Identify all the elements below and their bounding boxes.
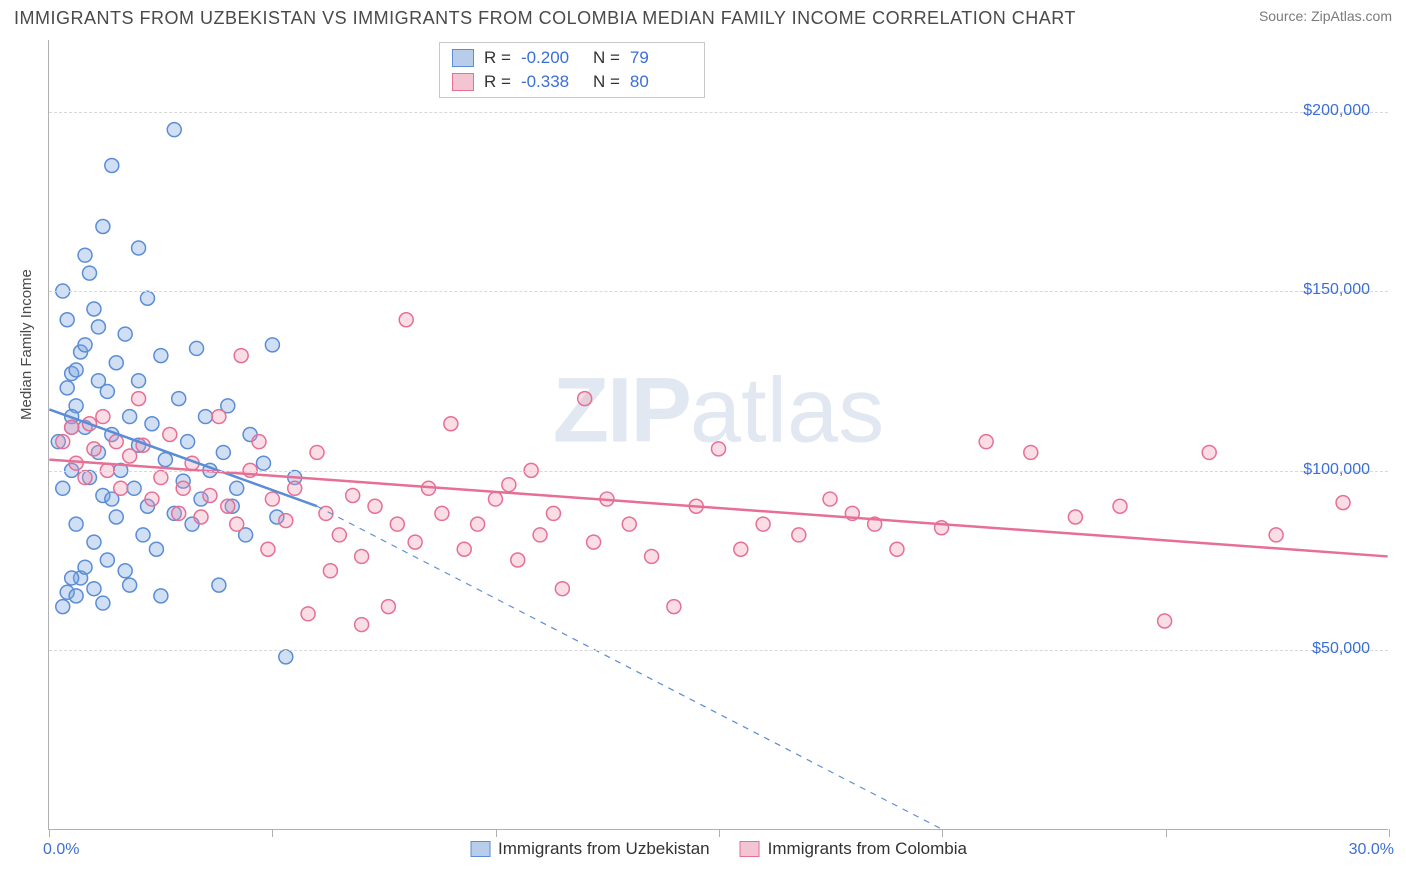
gridline — [49, 291, 1388, 292]
source-label: Source: — [1259, 8, 1311, 24]
x-axis-max-label: 30.0% — [1349, 841, 1394, 859]
scatter-plot-svg — [49, 40, 1388, 829]
y-tick-label: $100,000 — [1303, 461, 1370, 479]
legend-row-uzbekistan: R = -0.200 N = 79 — [452, 46, 692, 70]
correlation-legend: R = -0.200 N = 79 R = -0.338 N = 80 — [439, 42, 705, 98]
r-label: R = — [484, 72, 511, 92]
chart-title: IMMIGRANTS FROM UZBEKISTAN VS IMMIGRANTS… — [14, 8, 1076, 29]
gridline — [49, 112, 1388, 113]
series-name-colombia: Immigrants from Colombia — [768, 839, 967, 859]
y-tick-label: $200,000 — [1303, 102, 1370, 120]
n-label: N = — [593, 48, 620, 68]
y-tick-label: $50,000 — [1312, 640, 1370, 658]
swatch-colombia — [740, 841, 760, 857]
swatch-uzbekistan — [470, 841, 490, 857]
source-value: ZipAtlas.com — [1311, 8, 1392, 24]
x-tick — [1389, 829, 1390, 837]
n-value-colombia: 80 — [630, 72, 692, 92]
swatch-uzbekistan — [452, 49, 474, 67]
n-label: N = — [593, 72, 620, 92]
y-tick-label: $150,000 — [1303, 281, 1370, 299]
legend-row-colombia: R = -0.338 N = 80 — [452, 70, 692, 94]
x-tick — [272, 829, 273, 837]
swatch-colombia — [452, 73, 474, 91]
n-value-uzbekistan: 79 — [630, 48, 692, 68]
legend-item-colombia: Immigrants from Colombia — [740, 839, 967, 859]
chart-plot-area: ZIPatlas R = -0.200 N = 79 R = -0.338 N … — [48, 40, 1388, 830]
y-axis-label: Median Family Income — [18, 269, 35, 420]
r-value-uzbekistan: -0.200 — [521, 48, 583, 68]
r-value-colombia: -0.338 — [521, 72, 583, 92]
x-tick — [496, 829, 497, 837]
x-tick — [49, 829, 50, 837]
x-tick — [942, 829, 943, 837]
x-tick — [1166, 829, 1167, 837]
gridline — [49, 650, 1388, 651]
legend-item-uzbekistan: Immigrants from Uzbekistan — [470, 839, 710, 859]
series-name-uzbekistan: Immigrants from Uzbekistan — [498, 839, 710, 859]
series-legend: Immigrants from Uzbekistan Immigrants fr… — [470, 839, 967, 859]
x-tick — [719, 829, 720, 837]
gridline — [49, 471, 1388, 472]
r-label: R = — [484, 48, 511, 68]
source-attribution: Source: ZipAtlas.com — [1259, 8, 1392, 26]
x-axis-min-label: 0.0% — [43, 841, 79, 859]
